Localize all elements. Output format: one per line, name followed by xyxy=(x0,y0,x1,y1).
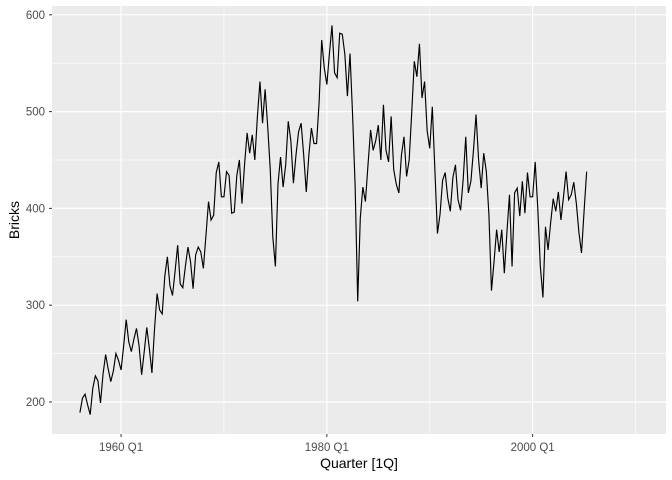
x-axis-tick-label: 1980 Q1 xyxy=(305,442,349,454)
x-axis-title: Quarter [1Q] xyxy=(320,455,398,471)
x-axis-tick-label: 2000 Q1 xyxy=(511,442,555,454)
y-axis-tick-label: 600 xyxy=(26,10,45,22)
y-axis-title: Bricks xyxy=(6,200,22,240)
y-axis-tick-label: 300 xyxy=(26,300,45,312)
bricks-series-line xyxy=(79,25,588,415)
y-axis-tick-label: 500 xyxy=(26,107,45,119)
y-axis-tick-label: 200 xyxy=(26,397,45,409)
x-axis-tick-label: 1960 Q1 xyxy=(99,442,143,454)
y-axis-tick-label: 400 xyxy=(26,203,45,215)
plot-panel xyxy=(52,6,666,434)
